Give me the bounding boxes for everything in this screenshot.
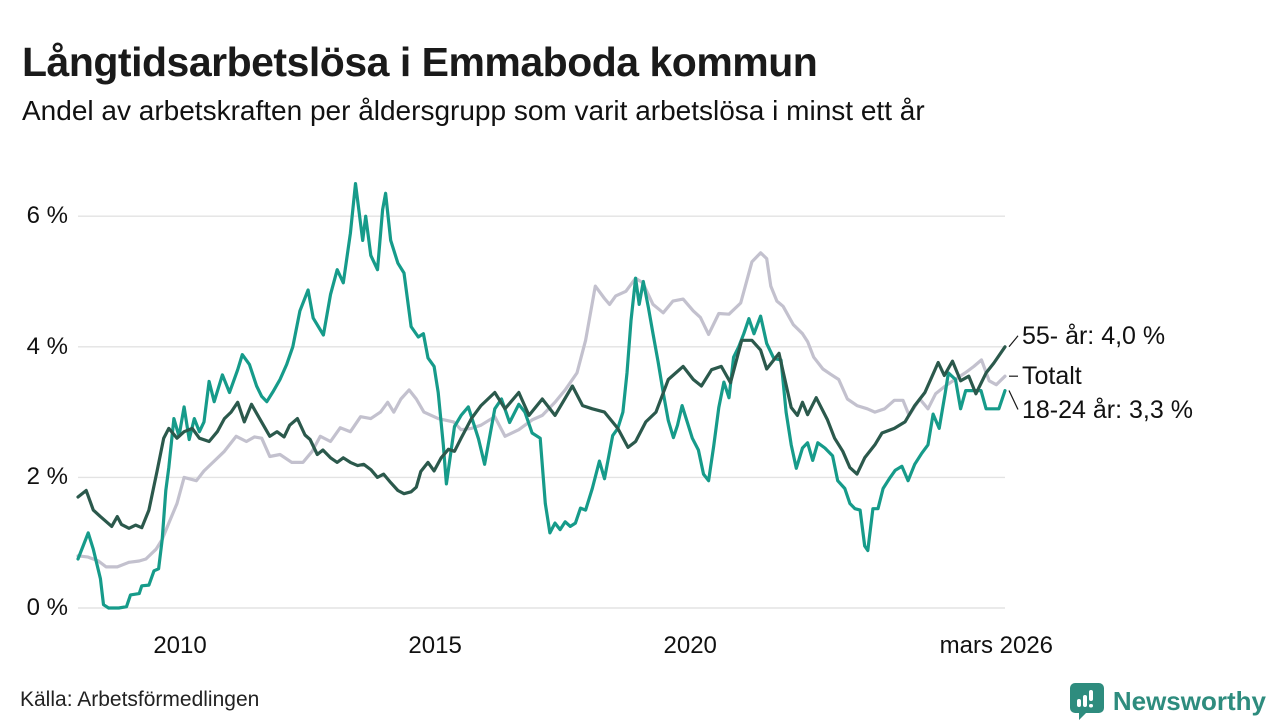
end-label-connector: [1008, 390, 1019, 410]
series-line-55-r: [76, 338, 1007, 530]
series-line-18-24-r: [76, 182, 1007, 610]
newsworthy-logo-text: Newsworthy: [1112, 685, 1266, 716]
end-label-connector: [1008, 335, 1019, 348]
page-title: Långtidsarbetslösa i Emmaboda kommun: [22, 39, 818, 86]
end-label-55-r: 55- år: 4,0 %: [1022, 321, 1166, 350]
x-axis-tick-label: 2020: [663, 632, 717, 659]
newsworthy-logo-icon: [1069, 683, 1104, 720]
y-axis-tick-label: 2 %: [26, 463, 68, 491]
series-line-totalt: [76, 251, 1007, 569]
y-axis-tick-label: 0 %: [26, 594, 68, 621]
y-axis-tick-label: 6 %: [26, 202, 68, 230]
end-label-totalt: Totalt: [1022, 362, 1082, 391]
page-subtitle: Andel av arbetskraften per åldersgrupp s…: [22, 95, 925, 126]
x-axis-tick-label: 2015: [408, 632, 462, 659]
source-text: Källa: Arbetsförmedlingen: [20, 688, 260, 711]
x-axis-tick-label: 2010: [153, 632, 207, 659]
end-label-18-24-r: 18-24 år: 3,3 %: [1022, 395, 1193, 424]
newsworthy-logo[interactable]: Newsworthy: [1069, 682, 1266, 720]
y-axis-tick-label: 4 %: [26, 332, 68, 360]
x-axis-tick-label: mars 2026: [939, 632, 1054, 659]
